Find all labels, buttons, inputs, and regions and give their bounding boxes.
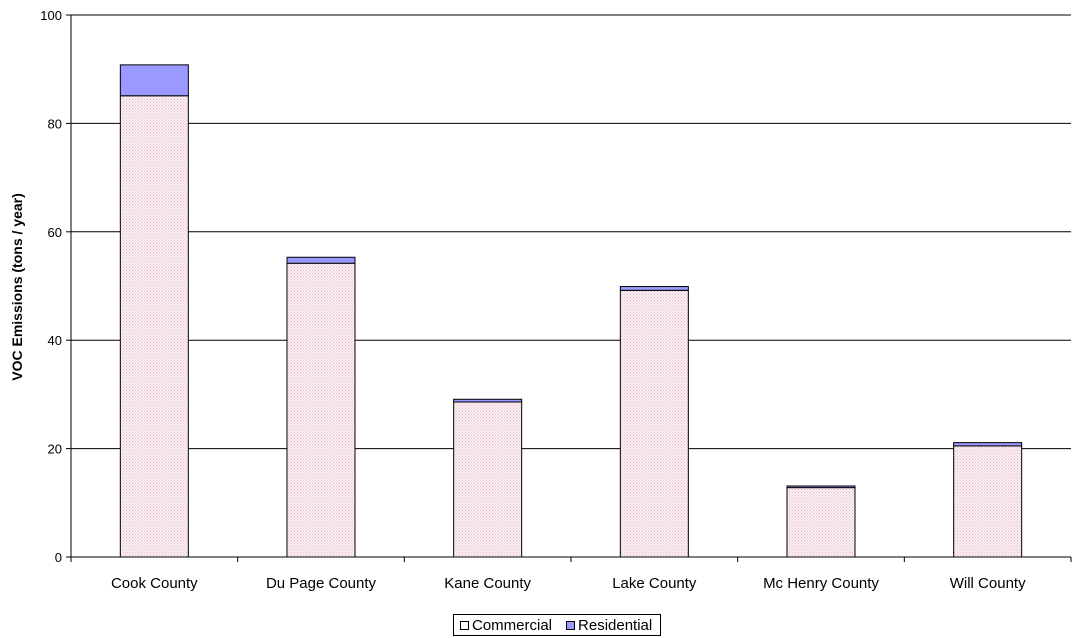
bar-residential-3 bbox=[620, 287, 688, 291]
bar-residential-5 bbox=[954, 443, 1022, 446]
legend-swatch-residential bbox=[566, 621, 575, 630]
y-tick-label-80: 80 bbox=[48, 116, 62, 131]
y-tick-label-60: 60 bbox=[48, 225, 62, 240]
bars bbox=[120, 65, 1021, 557]
y-tick-label-100: 100 bbox=[40, 8, 62, 23]
axes bbox=[66, 15, 1071, 562]
bar-residential-0 bbox=[120, 65, 188, 96]
bar-residential-2 bbox=[454, 399, 522, 402]
legend-swatch-commercial bbox=[460, 621, 469, 630]
gridlines bbox=[71, 15, 1071, 449]
x-tick-label-0: Cook County bbox=[111, 575, 198, 592]
legend-item-commercial: Commercial bbox=[460, 617, 552, 634]
y-tick-label-40: 40 bbox=[48, 333, 62, 348]
legend-label-commercial: Commercial bbox=[472, 617, 552, 634]
legend-item-residential: Residential bbox=[566, 617, 652, 634]
bar-commercial-5 bbox=[954, 446, 1022, 557]
bar-commercial-3 bbox=[620, 290, 688, 557]
x-tick-label-3: Lake County bbox=[612, 575, 697, 592]
x-tick-label-4: Mc Henry County bbox=[763, 575, 879, 592]
bar-commercial-4 bbox=[787, 488, 855, 557]
bar-commercial-0 bbox=[120, 96, 188, 557]
x-tick-label-5: Will County bbox=[950, 575, 1026, 592]
bar-commercial-2 bbox=[454, 402, 522, 557]
legend-label-residential: Residential bbox=[578, 617, 652, 634]
bar-commercial-1 bbox=[287, 263, 355, 557]
x-tick-label-2: Kane County bbox=[444, 575, 531, 592]
bar-residential-4 bbox=[787, 486, 855, 488]
y-tick-label-20: 20 bbox=[48, 442, 62, 457]
legend: Commercial Residential bbox=[453, 614, 661, 636]
x-tick-label-1: Du Page County bbox=[266, 575, 377, 592]
bar-residential-1 bbox=[287, 257, 355, 263]
y-axis-label: VOC Emissions (tons / year) bbox=[9, 193, 25, 381]
y-tick-label-0: 0 bbox=[55, 550, 62, 565]
